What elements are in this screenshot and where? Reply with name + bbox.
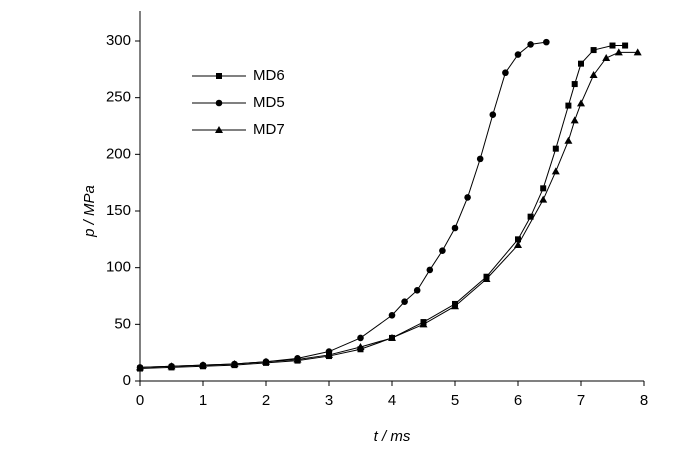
data-point — [551, 167, 560, 175]
legend-marker — [215, 126, 223, 133]
data-point — [357, 334, 364, 342]
data-point — [527, 41, 534, 48]
legend-marker — [216, 73, 222, 79]
series-line — [139, 41, 547, 368]
data-point — [539, 195, 548, 203]
legend-label: MD6 — [253, 67, 285, 84]
data-point — [439, 247, 446, 254]
data-point — [540, 185, 547, 192]
data-point — [199, 361, 207, 369]
data-point — [136, 363, 144, 371]
data-point — [622, 42, 629, 49]
x-tick-label: 8 — [640, 392, 648, 409]
x-tick-label: 7 — [577, 392, 585, 409]
data-point — [419, 320, 428, 328]
data-point — [565, 102, 572, 109]
data-point — [514, 51, 522, 58]
data-point — [571, 81, 578, 88]
legend-marker — [215, 99, 223, 107]
data-point — [527, 213, 534, 220]
data-point — [570, 116, 579, 124]
data-point — [552, 145, 559, 152]
data-point — [476, 155, 484, 163]
x-axis-label: t / ms — [374, 428, 411, 445]
data-point — [489, 111, 497, 118]
data-point — [388, 333, 396, 341]
data-point — [482, 275, 491, 282]
legend-label: MD5 — [253, 94, 285, 111]
data-point — [230, 360, 239, 367]
data-point — [577, 99, 585, 107]
data-point — [514, 241, 522, 248]
data-point — [413, 287, 421, 294]
x-tick-label: 2 — [262, 392, 270, 409]
y-tick-label: 300 — [106, 32, 131, 49]
data-point — [293, 355, 302, 363]
x-tick-label: 3 — [325, 392, 333, 409]
series-line — [139, 45, 626, 370]
data-point — [167, 362, 176, 370]
y-tick-label: 0 — [123, 372, 131, 389]
x-tick-label: 0 — [136, 392, 144, 409]
legend-label: MD7 — [253, 121, 285, 138]
data-point — [262, 357, 270, 365]
data-point — [515, 236, 521, 243]
data-point — [401, 298, 408, 305]
series-line — [139, 51, 638, 368]
x-tick-label: 5 — [451, 392, 459, 409]
data-point — [633, 48, 642, 56]
x-tick-label: 4 — [388, 392, 396, 409]
y-tick-label: 100 — [106, 259, 131, 276]
x-tick-label: 6 — [514, 392, 522, 409]
data-point — [590, 47, 597, 54]
y-axis-label: p / MPa — [81, 185, 98, 238]
y-tick-label: 50 — [114, 315, 131, 332]
data-point — [451, 224, 459, 232]
x-tick-label: 1 — [199, 392, 207, 409]
data-point — [451, 302, 459, 310]
data-point — [578, 60, 584, 67]
data-point — [609, 42, 616, 49]
data-point — [614, 48, 623, 56]
data-point — [502, 69, 509, 77]
data-point — [388, 311, 396, 319]
data-point — [589, 71, 598, 78]
data-point — [426, 266, 434, 274]
data-point — [602, 54, 611, 61]
data-point — [325, 350, 333, 358]
data-point — [564, 136, 573, 144]
data-point — [464, 194, 471, 201]
y-tick-label: 200 — [106, 145, 131, 162]
y-tick-label: 150 — [106, 202, 131, 219]
y-tick-label: 250 — [106, 89, 131, 106]
data-point — [543, 38, 550, 46]
data-point — [356, 343, 365, 350]
